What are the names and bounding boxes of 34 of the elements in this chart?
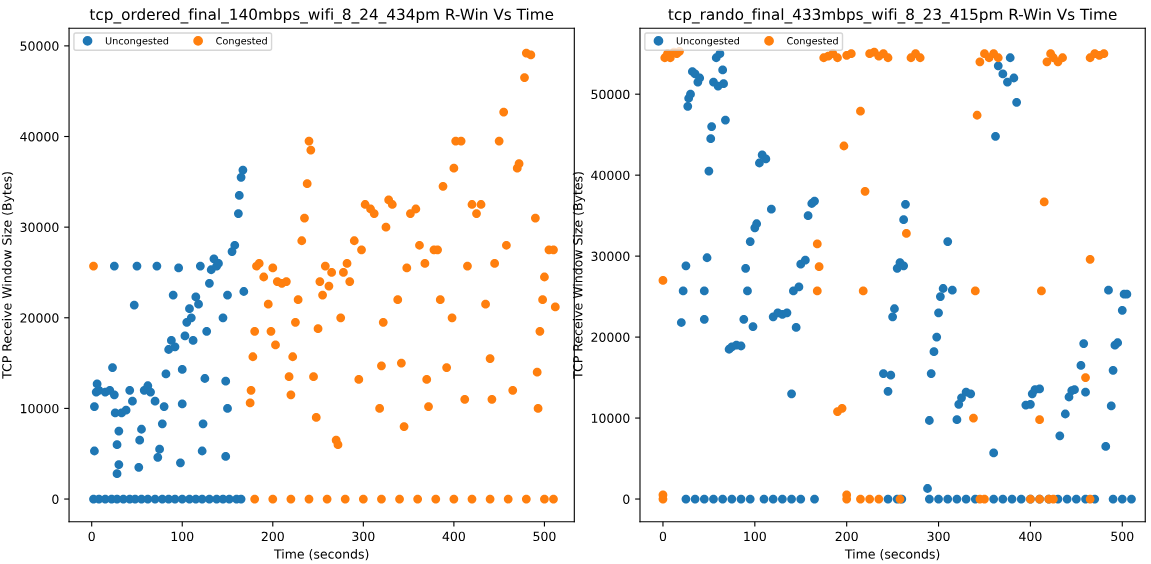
x-tick-label: 100 [744,531,766,542]
chart-title: tcp_rando_final_433mbps_wifi_8_23_415pm R-Win Vs Time [668,8,1117,24]
x-tick-label: 300 [927,531,950,542]
legend-label: Congested [787,36,838,47]
y-axis-title: TCP Receive Window Size (Bytes) [572,172,585,379]
y-axis-title: TCP Receive Window Size (Bytes) [1,172,15,379]
y-tick-label: 30000 [591,251,630,262]
x-axis-title: Time (seconds) [844,549,940,561]
y-tick-label: 20000 [591,332,630,343]
y-tick-label: 40000 [591,170,630,181]
x-tick-label: 300 [352,531,375,542]
x-tick-label: 200 [261,531,284,542]
x-axis-title: Time (seconds) [273,549,369,561]
x-tick-label: 400 [442,531,465,542]
y-tick-label: 0 [623,494,630,504]
y-tick-label: 10000 [591,413,630,423]
x-tick-label: 0 [659,531,667,542]
x-tick-label: 200 [835,531,858,542]
y-tick-label: 20000 [20,313,59,323]
y-tick-label: 0 [52,494,59,504]
x-tick-label: 500 [533,531,556,542]
y-tick-label: 30000 [20,222,59,233]
x-tick-label: 500 [1111,531,1134,542]
y-tick-label: 50000 [20,41,59,51]
legend-label: Uncongested [676,36,739,47]
legend-label: Congested [216,36,267,47]
x-tick-label: 400 [1019,531,1042,542]
x-tick-label: 0 [88,531,95,542]
y-tick-label: 40000 [20,131,59,142]
legend-label: Uncongested [105,36,169,47]
y-tick-label: 50000 [591,89,630,100]
x-tick-label: 100 [171,531,194,542]
chart-title: tcp_ordered_final_140mbps_wifi_8_24_434pm R-Win Vs Time [89,8,554,24]
y-tick-label: 10000 [20,403,59,414]
